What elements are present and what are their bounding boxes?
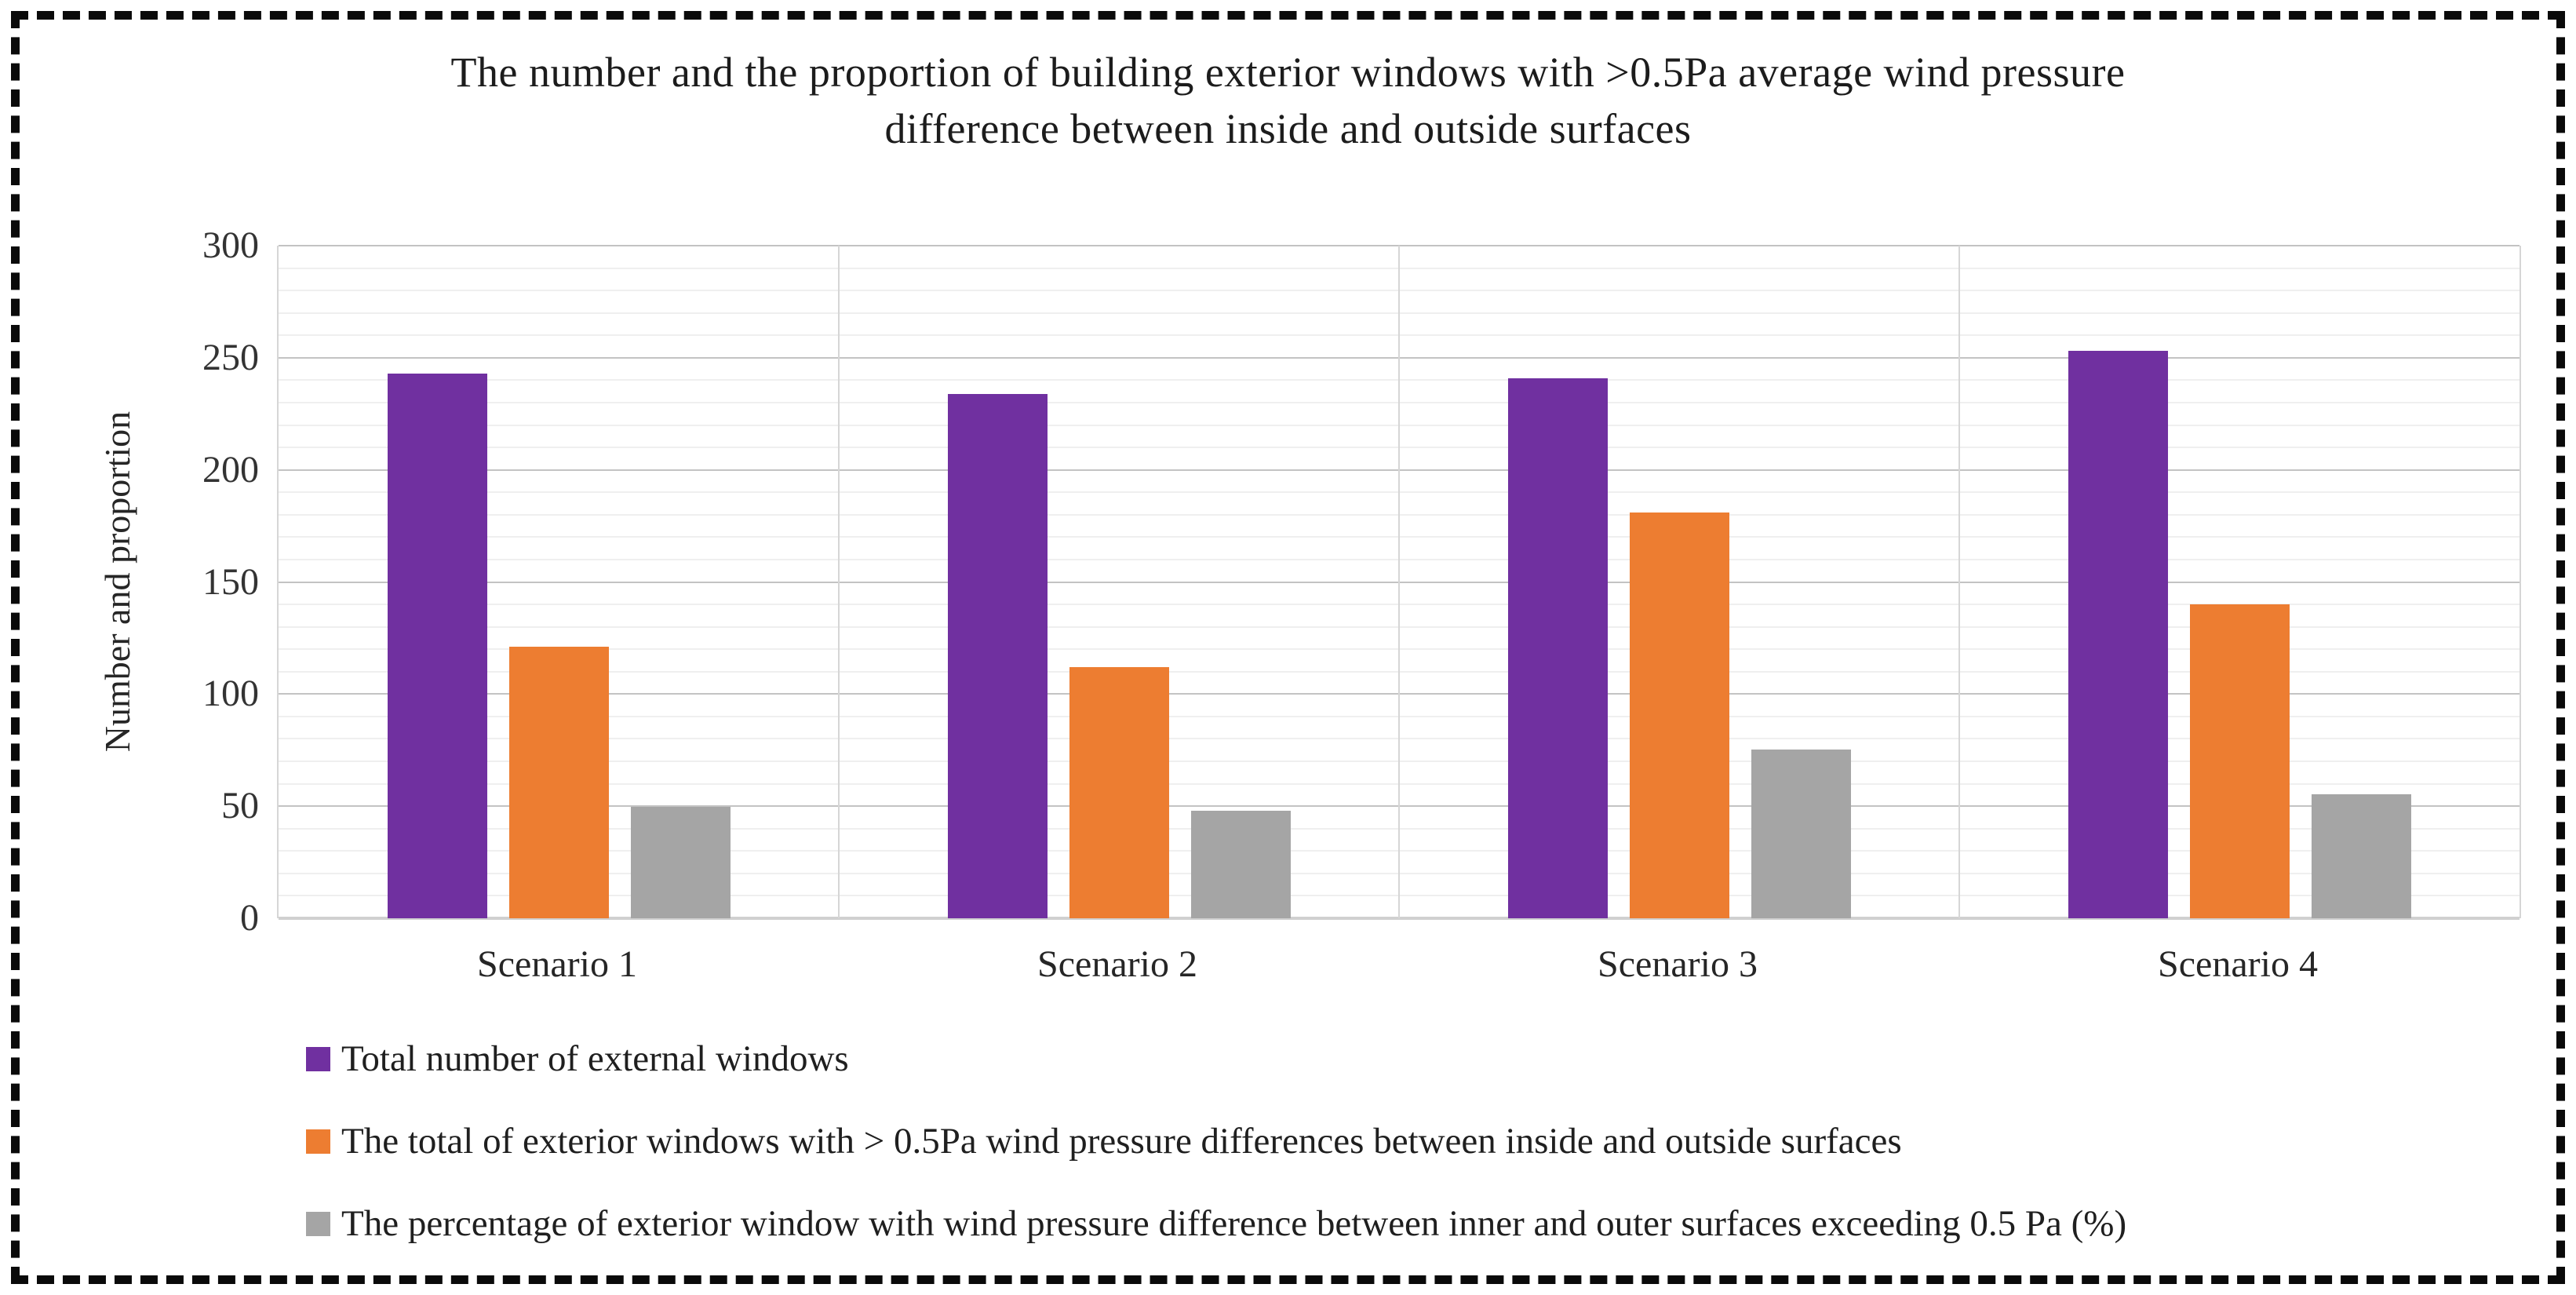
y-tick-label: 150: [202, 560, 259, 603]
legend-label: Total number of external windows: [341, 1038, 849, 1079]
x-axis-label-scenario-4: Scenario 4: [2158, 943, 2318, 985]
y-tick-label: 50: [221, 785, 259, 827]
bar-series1-scenario-4: [2068, 351, 2168, 918]
category-separator: [1398, 246, 1400, 918]
bar-series3-scenario-1: [630, 806, 731, 918]
chart-title-line2: difference between inside and outside su…: [884, 105, 1692, 152]
x-axis-label-scenario-2: Scenario 2: [1037, 943, 1197, 985]
legend-item: The percentage of exterior window with w…: [306, 1199, 2126, 1248]
y-axis-title: Number and proportion: [97, 410, 137, 753]
legend-item: Total number of external windows: [306, 1034, 849, 1083]
y-tick-label: 250: [202, 336, 259, 378]
bar-series2-scenario-2: [1069, 667, 1169, 918]
plot-area: [277, 245, 2521, 920]
chart-title-line1: The number and the proportion of buildin…: [450, 49, 2126, 96]
bar-series3-scenario-3: [1751, 750, 1851, 918]
y-tick-label: 300: [202, 224, 259, 266]
x-axis-line: [279, 917, 2520, 920]
legend-swatch: [306, 1129, 330, 1154]
bar-series1-scenario-1: [387, 373, 487, 918]
y-tick-label: 100: [202, 673, 259, 715]
legend-item: The total of exterior windows with > 0.5…: [306, 1117, 1902, 1166]
bar-series2-scenario-3: [1629, 512, 1729, 918]
bar-series3-scenario-2: [1190, 811, 1291, 918]
chart-title: The number and the proportion of buildin…: [0, 44, 2576, 157]
category-separator: [838, 246, 840, 918]
y-tick-label: 200: [202, 448, 259, 491]
bar-series1-scenario-2: [947, 393, 1048, 918]
category-separator: [1958, 246, 1960, 918]
legend-label: The percentage of exterior window with w…: [341, 1203, 2127, 1244]
y-tick-label: 0: [240, 897, 259, 939]
legend-label: The total of exterior windows with > 0.5…: [341, 1121, 1902, 1162]
x-axis-label-scenario-1: Scenario 1: [477, 943, 637, 985]
bar-series2-scenario-4: [2189, 604, 2290, 918]
legend-swatch: [306, 1046, 330, 1071]
bar-series3-scenario-4: [2311, 794, 2411, 918]
bar-series1-scenario-3: [1507, 378, 1608, 918]
legend-swatch: [306, 1211, 330, 1236]
x-axis-label-scenario-3: Scenario 3: [1598, 943, 1758, 985]
bar-series2-scenario-1: [508, 647, 609, 918]
